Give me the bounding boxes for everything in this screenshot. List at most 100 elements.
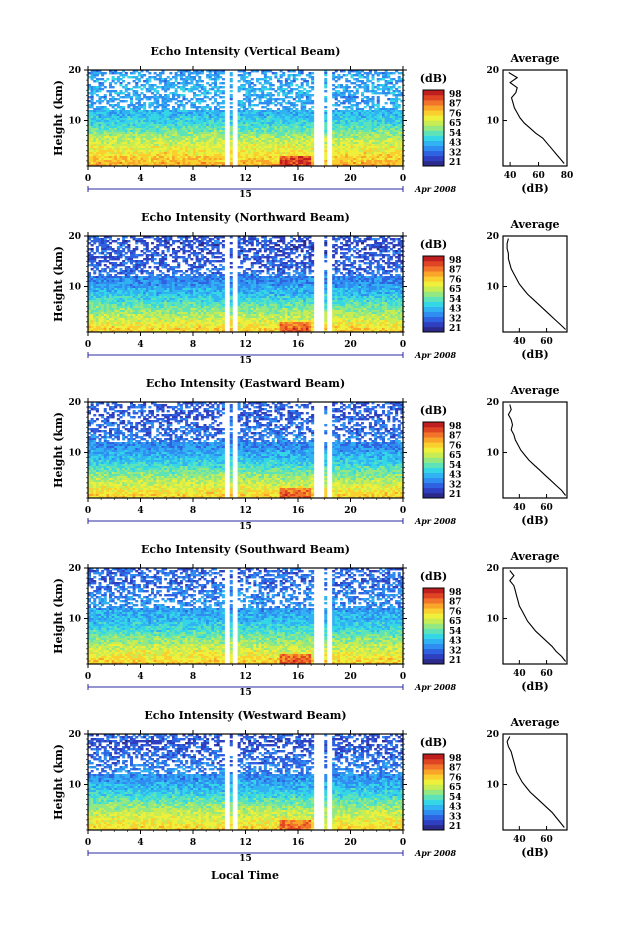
heatmap-cell	[279, 110, 283, 113]
heatmap-cell	[248, 142, 252, 145]
heatmap-cell	[195, 140, 199, 143]
heatmap-cell	[389, 126, 393, 129]
heatmap-cell	[368, 152, 372, 155]
heatmap-cell	[90, 248, 94, 251]
heatmap-cell	[158, 82, 162, 85]
heatmap-cell	[334, 120, 338, 123]
heatmap-cell	[282, 158, 286, 161]
heatmap-cell	[384, 76, 388, 79]
heatmap-cell	[229, 110, 233, 113]
heatmap-cell	[263, 132, 267, 135]
heatmap-cell	[214, 156, 218, 159]
heatmap-cell	[261, 142, 265, 145]
heatmap-cell	[261, 164, 265, 166]
heatmap-cell	[384, 160, 388, 163]
heatmap-cell	[214, 94, 218, 97]
heatmap-cell	[371, 96, 375, 99]
heatmap-cell	[376, 80, 380, 83]
heatmap-cell	[353, 146, 357, 149]
heatmap-cell	[308, 130, 312, 133]
heatmap-cell	[382, 240, 386, 243]
heatmap-cell	[106, 244, 110, 247]
heatmap-cell	[151, 146, 155, 149]
heatmap-cell	[311, 244, 315, 247]
heatmap-cell	[261, 110, 265, 113]
heatmap-cell	[271, 126, 275, 129]
heatmap-cell	[290, 92, 294, 95]
date-label: Apr 2008	[414, 184, 457, 194]
heatmap-cell	[95, 158, 99, 161]
heatmap-cell	[240, 86, 244, 89]
heatmap-cell	[200, 84, 204, 87]
heatmap-cell	[148, 122, 152, 125]
heatmap-cell	[376, 86, 380, 89]
heatmap-cell	[95, 90, 99, 93]
heatmap-cell	[185, 98, 189, 101]
heatmap-cell	[290, 84, 294, 87]
heatmap-cell	[103, 148, 107, 151]
heatmap-cell	[353, 78, 357, 81]
heatmap-cell	[90, 110, 94, 113]
heatmap-cell	[177, 106, 181, 109]
heatmap-cell	[221, 162, 225, 165]
heatmap-cell	[237, 132, 241, 135]
heatmap-cell	[103, 94, 107, 97]
heatmap-cell	[371, 102, 375, 105]
heatmap-cell	[161, 150, 165, 153]
heatmap-cell	[379, 252, 383, 255]
heatmap-cell	[182, 98, 186, 101]
heatmap-cell	[397, 112, 401, 115]
heatmap-cell	[242, 236, 246, 239]
heatmap-cell	[240, 84, 244, 87]
heatmap-cell	[376, 112, 380, 115]
heatmap-cell	[148, 138, 152, 141]
heatmap-cell	[269, 86, 273, 89]
heatmap-cell	[397, 158, 401, 161]
heatmap-cell	[200, 150, 204, 153]
heatmap-cell	[308, 98, 312, 101]
heatmap-cell	[256, 130, 260, 133]
heatmap-cell	[253, 118, 257, 121]
heatmap-cell	[245, 164, 249, 166]
heatmap-cell	[303, 244, 307, 247]
heatmap-cell	[135, 128, 139, 131]
heatmap-cell	[266, 102, 270, 105]
heatmap-cell	[353, 140, 357, 143]
heatmap-cell	[292, 104, 296, 107]
heatmap-cell	[303, 128, 307, 131]
heatmap-cell	[382, 84, 386, 87]
heatmap-cell	[174, 110, 178, 113]
heatmap-cell	[345, 74, 349, 77]
heatmap-cell	[345, 90, 349, 93]
heatmap-cell	[269, 124, 273, 127]
heatmap-cell	[221, 70, 225, 73]
heatmap-cell	[305, 142, 309, 145]
heatmap-cell	[156, 128, 160, 131]
heatmap-cell	[122, 164, 126, 166]
heatmap-cell	[237, 108, 241, 111]
heatmap-cell	[137, 78, 141, 81]
heatmap-cell	[350, 118, 354, 121]
heatmap-cell	[95, 100, 99, 103]
heatmap-cell	[109, 110, 113, 113]
heatmap-cell	[361, 70, 365, 73]
heatmap-cell	[169, 98, 173, 101]
heatmap-cell	[219, 242, 223, 245]
heatmap-cell	[334, 76, 338, 79]
heatmap-cell	[214, 132, 218, 135]
heatmap-cell	[211, 152, 215, 155]
heatmap-cell	[261, 240, 265, 243]
heatmap-cell	[245, 244, 249, 247]
heatmap-cell	[334, 144, 338, 147]
heatmap-cell	[368, 70, 372, 73]
heatmap-cell	[284, 164, 288, 166]
heatmap-cell	[387, 134, 391, 137]
heatmap-cell	[342, 158, 346, 161]
heatmap-cell	[400, 142, 403, 145]
heatmap-cell	[185, 244, 189, 247]
heatmap-cell	[342, 160, 346, 163]
heatmap-cell	[305, 250, 309, 253]
heatmap-cell	[216, 88, 220, 91]
heatmap-cell	[308, 116, 312, 119]
heatmap-cell	[161, 102, 165, 105]
